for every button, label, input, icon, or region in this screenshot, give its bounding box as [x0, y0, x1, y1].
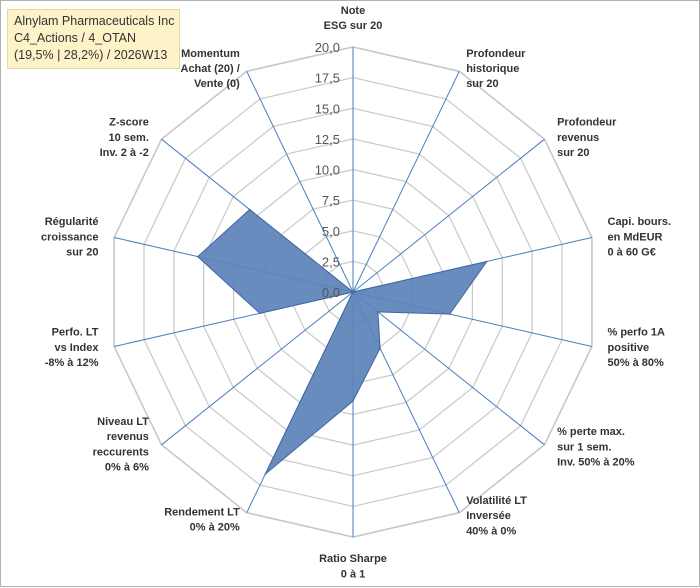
data-point-10: [259, 312, 261, 315]
series-area-0: [196, 208, 488, 475]
category-label-line: vs Index: [54, 342, 99, 354]
category-label-2: Profondeur revenus sur 20: [557, 117, 617, 159]
category-label-12: Z-score 10 sem. Inv. 2 à -2: [100, 117, 149, 159]
category-label-line: revenus: [557, 132, 599, 144]
category-label-line: 40% à 0%: [466, 525, 516, 537]
category-label-line: Z-score: [109, 117, 149, 129]
category-label-line: sur 20: [66, 247, 98, 259]
category-label-line: sur 1 sem.: [557, 441, 611, 453]
category-label-line: Niveau LT: [97, 416, 149, 428]
category-label-line: Inv. 50% à 20%: [557, 457, 635, 469]
category-label-5: % perte max. sur 1 sem. Inv. 50% à 20%: [557, 426, 635, 468]
category-label-line: Inv. 2 à -2: [100, 147, 149, 159]
label-layer: Note ESG sur 20 Profondeur historique sur 20…: [41, 5, 671, 581]
category-label-line: Régularité: [45, 216, 99, 228]
category-label-line: sur 20: [557, 147, 589, 159]
tick-label: 2,5: [322, 254, 340, 269]
category-label-line: Profondeur: [466, 48, 526, 60]
category-label-11: Régularité croissance sur 20: [41, 216, 98, 258]
series-layer: [196, 208, 488, 475]
category-label-9: Niveau LT revenus reccurents 0% à 6%: [93, 416, 150, 474]
category-label-6: Volatilité LT Inversée 40% à 0%: [466, 495, 527, 537]
category-label-1: Profondeur historique sur 20: [466, 48, 526, 90]
category-label-13: Momentum Achat (20) / Vente (0): [181, 48, 241, 90]
category-label-0: Note ESG sur 20: [324, 5, 383, 32]
chart-title-line-2: C4_Actions / 4_OTAN: [14, 31, 137, 45]
chart-title-box: Alnylam Pharmaceuticals Inc C4_Actions /…: [7, 9, 181, 69]
tick-label: 7,5: [322, 193, 340, 208]
category-label-line: Perfo. LT: [52, 327, 99, 339]
data-point-6: [379, 347, 381, 350]
category-label-line: revenus: [107, 431, 149, 443]
tick-label: 12,5: [315, 132, 340, 147]
category-label-line: Inversée: [466, 510, 511, 522]
chart-title-line-3: (19,5% | 28,2%) / 2026W13: [14, 48, 168, 62]
axis-spoke-2: [352, 138, 545, 293]
tick-label: 5,0: [322, 224, 340, 239]
category-label-4: % perfo 1A positive 50% à 80%: [608, 327, 666, 369]
category-label-line: historique: [466, 63, 519, 75]
category-label-line: croissance: [41, 231, 98, 243]
category-label-8: Rendement LT 0% à 20%: [164, 507, 240, 534]
category-label-line: 0 à 60 G€: [608, 247, 656, 259]
data-point-7: [352, 400, 354, 402]
category-label-10: Perfo. LT vs Index -8% à 12%: [45, 327, 100, 369]
data-point-11: [196, 255, 199, 258]
tick-label: 10,0: [315, 163, 340, 178]
category-label-line: 0 à 1: [341, 568, 365, 580]
axis-spoke-5: [352, 291, 545, 446]
category-label-line: positive: [608, 342, 650, 354]
data-point-12: [248, 208, 251, 211]
data-point-3: [486, 260, 488, 263]
category-label-line: 10 sem.: [109, 132, 149, 144]
category-label-line: Rendement LT: [164, 507, 240, 519]
category-label-line: ESG sur 20: [324, 20, 383, 32]
tick-layer: 0,0 2,5 5,0 7,5 10,0 12,5 15,0 17,5 20,0: [315, 40, 340, 300]
category-label-line: 50% à 80%: [608, 357, 664, 369]
category-label-line: Achat (20) /: [181, 63, 240, 75]
data-point-4: [448, 313, 451, 315]
chart-title-line-1: Alnylam Pharmaceuticals Inc: [14, 14, 175, 28]
tick-label: 20,0: [315, 40, 340, 55]
category-label-line: Momentum: [181, 48, 240, 60]
category-label-line: % perfo 1A: [608, 327, 666, 339]
category-label-line: en MdEUR: [608, 231, 663, 243]
tick-label: 17,5: [315, 71, 340, 86]
category-label-line: Profondeur: [557, 117, 617, 129]
category-label-line: 0% à 20%: [190, 522, 240, 534]
category-label-line: -8% à 12%: [45, 357, 99, 369]
axis-spoke-1: [352, 71, 460, 293]
category-label-line: Vente (0): [194, 78, 240, 90]
tick-label: 15,0: [315, 101, 340, 116]
category-label-line: Volatilité LT: [466, 495, 527, 507]
category-label-line: % perte max.: [557, 426, 625, 438]
category-label-3: Capi. bours. en MdEUR 0 à 60 G€: [608, 216, 672, 258]
axis-spoke-13: [246, 71, 354, 293]
data-point-13: [352, 291, 354, 293]
axis-spoke-9: [161, 291, 354, 446]
category-label-7: Ratio Sharpe 0 à 1: [319, 553, 387, 580]
data-point-8: [264, 473, 267, 475]
category-label-line: Capi. bours.: [608, 216, 672, 228]
category-label-line: reccurents: [93, 446, 149, 458]
category-label-line: sur 20: [466, 78, 498, 90]
category-label-line: 0% à 6%: [105, 462, 149, 474]
category-label-line: Note: [341, 5, 365, 17]
data-point-5: [377, 311, 379, 313]
tick-label: 0,0: [322, 285, 340, 300]
category-label-line: Ratio Sharpe: [319, 553, 387, 565]
